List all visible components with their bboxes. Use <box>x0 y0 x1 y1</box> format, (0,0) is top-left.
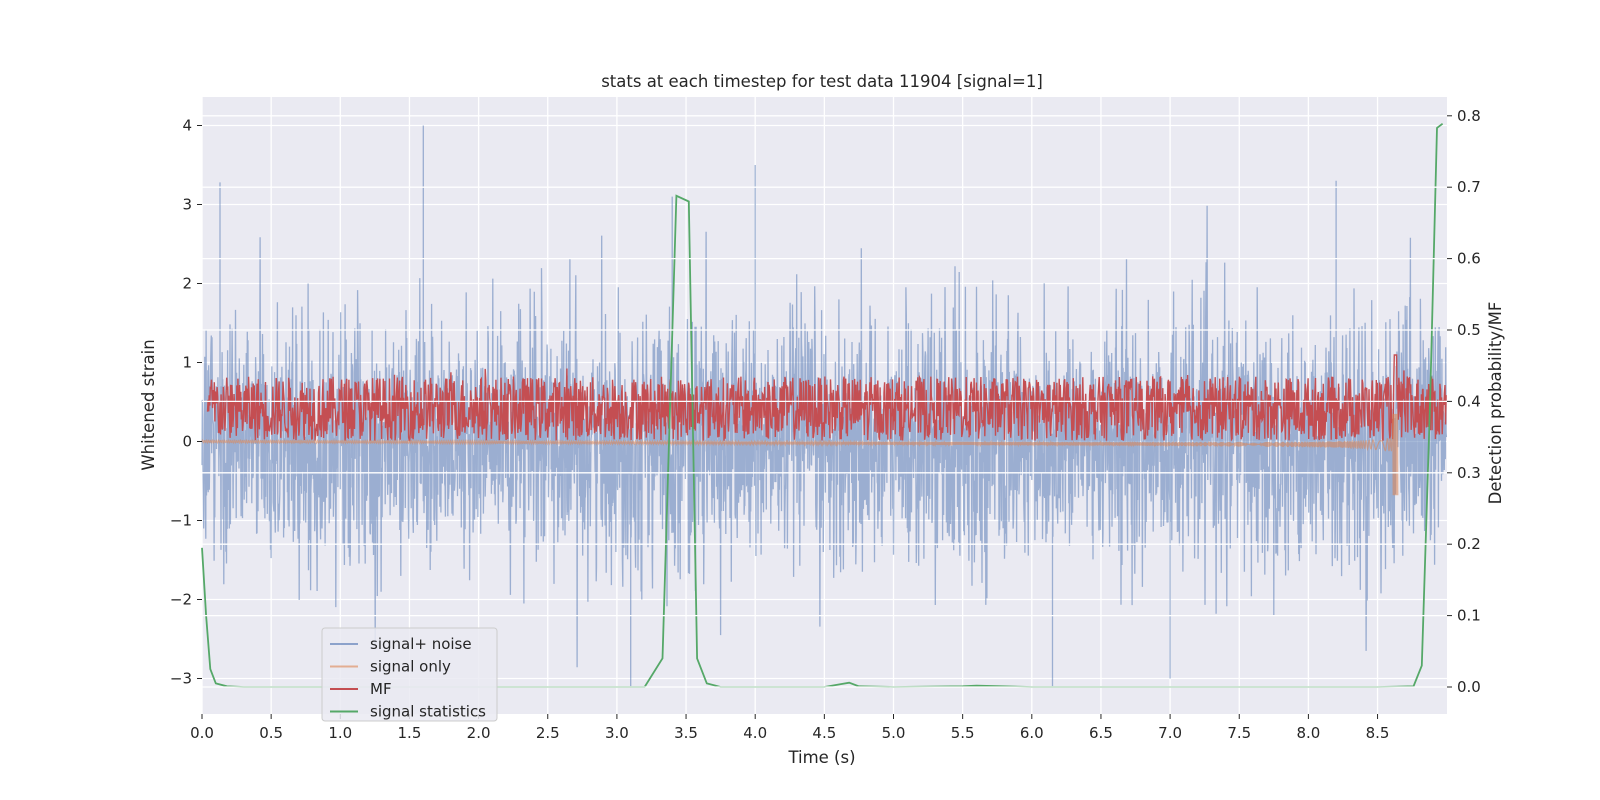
x-tick-label: 4.5 <box>812 724 836 742</box>
legend-box <box>321 627 498 722</box>
y-left-tick-label: 0 <box>182 433 192 451</box>
x-tick-label: 4.0 <box>743 724 767 742</box>
x-tick-label: 3.5 <box>674 724 698 742</box>
x-tick-label: 2.0 <box>467 724 491 742</box>
x-axis-title: Time (s) <box>787 748 855 767</box>
y-right-axis-ticks: 0.8 0.7 0.6 0.5 0.4 0.3 0.2 0.1 0.0 <box>1447 107 1481 696</box>
x-tick-label: 5.5 <box>951 724 975 742</box>
legend-label: signal statistics <box>370 703 486 721</box>
y-left-tick-label: 1 <box>182 354 192 372</box>
x-tick-label: 5.0 <box>882 724 906 742</box>
y-left-axis-title: Whitened strain <box>139 339 158 470</box>
y-right-tick-label: 0.0 <box>1457 678 1481 696</box>
x-tick-label: 3.0 <box>605 724 629 742</box>
y-right-tick-label: 0.1 <box>1457 607 1481 625</box>
chart-title: stats at each timestep for test data 119… <box>601 72 1043 91</box>
y-right-tick-label: 0.6 <box>1457 250 1481 268</box>
x-tick-label: 7.0 <box>1158 724 1182 742</box>
x-tick-label: 7.5 <box>1227 724 1251 742</box>
x-axis-ticks: 0.0 0.5 1.0 1.5 2.0 2.5 3.0 3.5 4.0 4.5 5.0 5.5 6.0 6… <box>190 714 1389 742</box>
y-right-tick-label: 0.2 <box>1457 535 1481 553</box>
y-left-tick-label: 3 <box>182 196 192 214</box>
y-left-tick-label: −2 <box>170 591 192 609</box>
x-tick-label: 8.5 <box>1366 724 1390 742</box>
x-tick-label: 2.5 <box>536 724 560 742</box>
series-layer <box>201 115 1448 688</box>
legend: signal+ noise signal only MF signal statist… <box>321 627 498 722</box>
y-right-tick-label: 0.4 <box>1457 392 1481 410</box>
y-left-axis-ticks: 4 3 2 1 0 −1 −2 −3 <box>170 117 202 688</box>
y-right-tick-label: 0.7 <box>1457 178 1481 196</box>
y-left-tick-label: 4 <box>182 117 192 135</box>
legend-label: signal+ noise <box>370 635 472 653</box>
y-right-axis-title: Detection probability/MF <box>1486 302 1505 505</box>
x-tick-label: 1.0 <box>328 724 352 742</box>
y-left-tick-label: −1 <box>170 512 192 530</box>
x-tick-label: 8.0 <box>1296 724 1320 742</box>
x-tick-label: 6.0 <box>1020 724 1044 742</box>
x-tick-label: 0.0 <box>190 724 214 742</box>
series-line-mf <box>206 354 1447 442</box>
x-tick-label: 1.5 <box>398 724 422 742</box>
y-right-tick-label: 0.5 <box>1457 321 1481 339</box>
y-left-tick-label: −3 <box>170 670 192 688</box>
x-tick-label: 0.5 <box>259 724 283 742</box>
legend-label: signal only <box>370 658 451 676</box>
legend-label: MF <box>370 680 392 698</box>
y-right-tick-label: 0.3 <box>1457 464 1481 482</box>
series-line-signal-only <box>201 413 1399 496</box>
y-right-tick-label: 0.8 <box>1457 107 1481 125</box>
y-left-tick-label: 2 <box>182 275 192 293</box>
x-tick-label: 6.5 <box>1089 724 1113 742</box>
